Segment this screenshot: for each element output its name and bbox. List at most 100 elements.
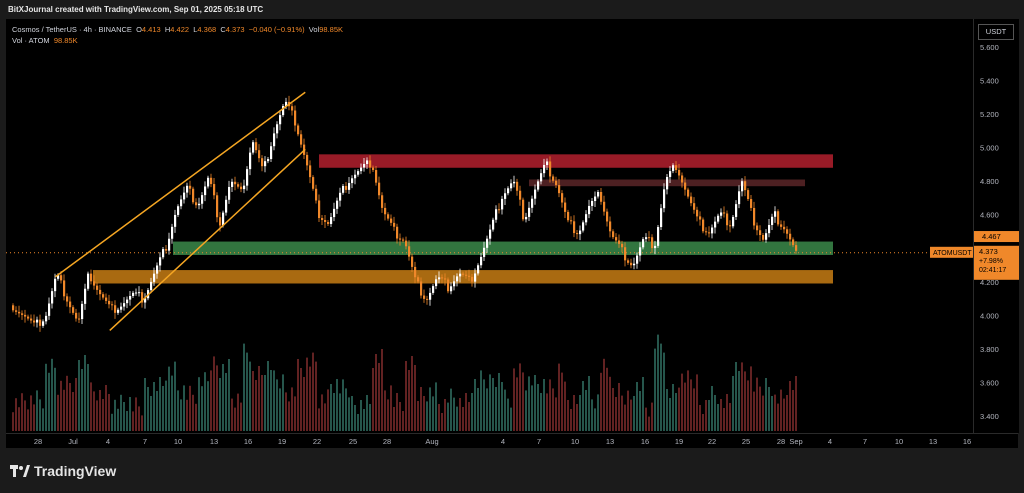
candle-body [792, 239, 795, 246]
volume-bar [630, 399, 632, 431]
candle-body [63, 280, 66, 297]
volume-bar [534, 375, 536, 431]
price-axis[interactable]: 5.6005.4005.2005.0004.8004.6004.4004.200… [973, 19, 1019, 433]
price-axis-svg: 5.6005.4005.2005.0004.8004.6004.4004.200… [974, 43, 1019, 421]
candle-body [276, 124, 279, 134]
candle-body [657, 227, 660, 246]
volume-bar [615, 397, 617, 431]
last-price-text: 4.373 [979, 247, 998, 256]
candle-body [435, 279, 438, 287]
volume-bar [465, 393, 467, 431]
candle-body [249, 152, 252, 170]
volume-bar [249, 361, 251, 431]
candle-body [195, 202, 198, 206]
candle-body [294, 110, 297, 126]
time-axis[interactable]: 28 Jul 4 7 10 13 16 19 22 25 28 Aug 4 7 10 13 16 19 22 25 28… [6, 433, 1018, 448]
candle-body [639, 247, 642, 256]
volume-bar [483, 379, 485, 431]
candle-body [606, 211, 609, 222]
volume-bar [180, 399, 182, 431]
candle-body [465, 274, 468, 276]
candle-body [360, 167, 363, 172]
candle-body [189, 185, 192, 189]
volume-bar [477, 388, 479, 431]
candle-body [735, 204, 738, 217]
candle-body [666, 176, 669, 190]
candle-body [654, 245, 657, 249]
volume-bar [126, 411, 128, 431]
volume-legend-label[interactable]: Vol · ATOM [12, 36, 50, 45]
volume-bar [294, 396, 296, 431]
legend-symbol[interactable]: Cosmos / TetherUS · 4h · BINANCE [12, 25, 132, 34]
volume-bar [306, 357, 308, 431]
channel-upper-line [54, 91, 306, 278]
candle-body [660, 208, 663, 228]
volume-bar [717, 404, 719, 431]
volume-bar [270, 370, 272, 431]
candle-body [243, 185, 246, 190]
volume-bar [567, 400, 569, 431]
candle-body [357, 171, 360, 175]
candle-body [762, 235, 765, 240]
volume-bar [381, 349, 383, 431]
time-tick-label: 25 [349, 437, 357, 446]
volume-bar [171, 375, 173, 431]
candle-body [561, 193, 564, 203]
volume-bar [408, 370, 410, 431]
tradingview-logo[interactable]: TradingView [10, 463, 116, 479]
candle-body [672, 165, 675, 172]
volume-bar [39, 399, 41, 431]
volume-bar [699, 405, 701, 431]
candle-body [651, 237, 654, 249]
time-tick-label: 28 [383, 437, 391, 446]
candle-body [87, 273, 90, 289]
volume-bar [387, 399, 389, 431]
candle-body [123, 303, 126, 307]
currency-selector[interactable]: USDT [978, 24, 1014, 40]
candle-body [18, 311, 21, 314]
candle-body [369, 160, 372, 168]
volume-bar [507, 398, 509, 431]
candle-body [783, 226, 786, 230]
candle-body [111, 304, 114, 306]
candle-body [12, 305, 15, 311]
volume-bar [657, 334, 659, 431]
candle-body [252, 142, 255, 153]
candle-body [555, 180, 558, 186]
volume-bar [369, 404, 371, 431]
volume-bar [609, 376, 611, 431]
volume-bar [69, 383, 71, 431]
time-tick-label: 16 [244, 437, 252, 446]
candle-body [567, 211, 570, 221]
volume-bar [474, 379, 476, 431]
candle-body [699, 216, 702, 220]
candle-body [576, 233, 579, 235]
volume-bar [708, 400, 710, 431]
candle-body [27, 316, 30, 319]
candle-body [141, 292, 144, 303]
candle-body [552, 176, 555, 181]
volume-bar [48, 372, 50, 431]
volume-bar [84, 355, 86, 431]
chart-pane[interactable]: ATOMUSDT [6, 19, 973, 433]
candle-body [780, 224, 783, 227]
volume-bar [525, 390, 527, 431]
candle-body [609, 221, 612, 232]
candle-body [306, 154, 309, 166]
legend-vol: 98.85K [319, 25, 344, 34]
candle-body [771, 216, 774, 225]
candle-body [201, 195, 204, 204]
candle-body [477, 265, 480, 274]
volume-bar [321, 394, 323, 431]
symbol-tag-text: ATOMUSDT [933, 250, 972, 257]
candle-body [573, 221, 576, 234]
price-tick-label: 4.000 [980, 311, 999, 320]
price-chart[interactable]: ATOMUSDT [6, 19, 973, 433]
volume-legend-value: 98.85K [53, 36, 78, 45]
candle-body [591, 200, 594, 206]
candle-body [441, 277, 444, 279]
candle-body [744, 181, 747, 191]
chart-legend: Cosmos / TetherUS · 4h · BINANCE O4.413 … [12, 24, 343, 46]
candle-body [54, 278, 57, 292]
volume-bar [468, 402, 470, 431]
